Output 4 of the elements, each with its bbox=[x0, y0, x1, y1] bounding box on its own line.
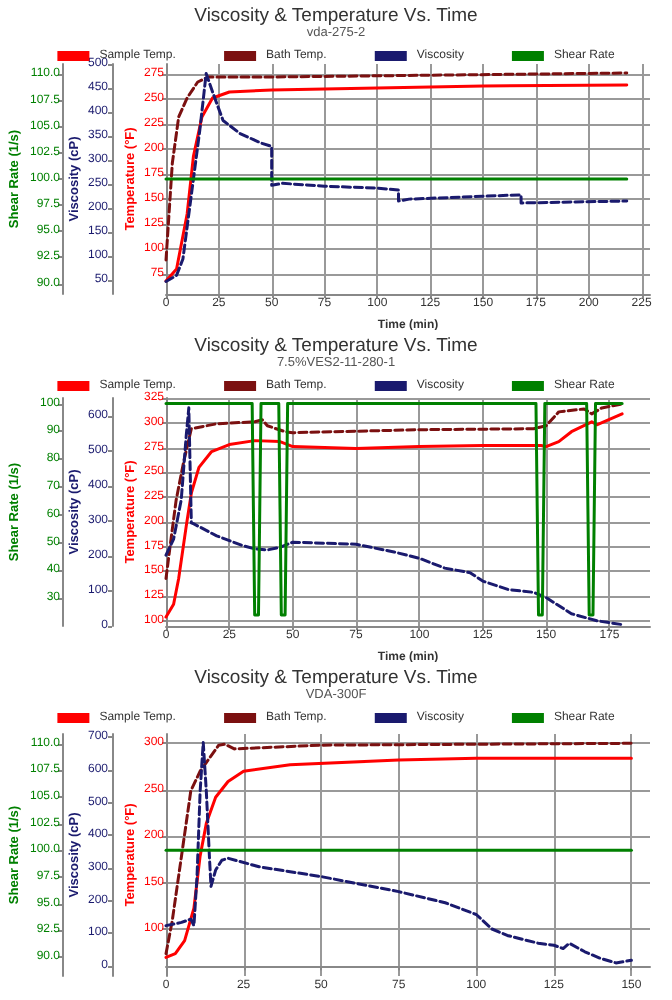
chart-title: Viscosity & Temperature Vs. Time bbox=[194, 5, 478, 27]
line-series bbox=[164, 402, 624, 580]
chart-title: Viscosity & Temperature Vs. Time bbox=[194, 667, 478, 689]
chart-title: Viscosity & Temperature Vs. Time bbox=[194, 335, 478, 357]
